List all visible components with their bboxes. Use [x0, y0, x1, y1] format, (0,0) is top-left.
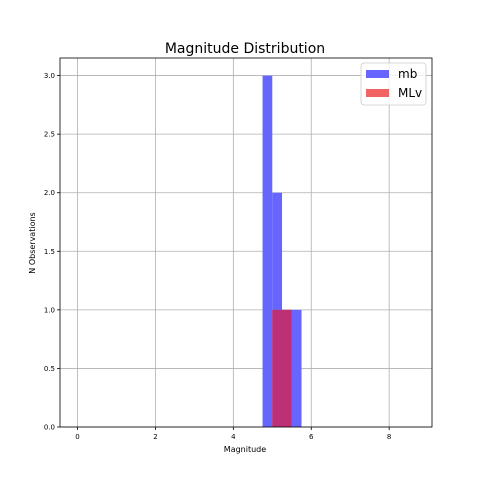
legend-label-mb: mb	[398, 67, 417, 81]
plot-frame	[59, 57, 433, 428]
y-tick-label: 2.0	[44, 189, 55, 197]
chart-title: Magnitude Distribution	[165, 41, 325, 57]
y-tick-label: 2.5	[44, 131, 55, 139]
y-tick-label: 1.0	[44, 306, 55, 314]
bars	[262, 75, 302, 428]
y-tick-label: 1.5	[44, 248, 55, 256]
y-tick-label: 0.0	[44, 424, 55, 432]
bar-mb-4.75	[262, 75, 273, 428]
x-axis-ticks: 0 2 4 6 8	[75, 427, 391, 441]
legend-swatch-mb	[366, 70, 389, 78]
grid-lines	[60, 58, 432, 428]
legend-swatch-mlv	[366, 89, 389, 97]
legend-label-mlv: MLv	[398, 86, 422, 100]
y-tick-label: 0.5	[44, 365, 55, 373]
x-tick-label: 4	[231, 433, 236, 441]
x-tick-label: 0	[75, 433, 79, 441]
x-tick-label: 2	[153, 433, 157, 441]
x-tick-label: 8	[387, 433, 391, 441]
bar-overlap-5	[272, 309, 283, 427]
x-axis-label: Magnitude	[224, 445, 266, 454]
legend: mb MLv	[360, 62, 427, 106]
bar-overlap-5.25	[282, 309, 292, 427]
x-tick-label: 6	[309, 433, 314, 441]
y-axis-ticks: 0.0 0.5 1.0 1.5 2.0 2.5 3.0	[44, 72, 60, 432]
y-axis-label: N Observations	[28, 212, 37, 273]
y-tick-label: 3.0	[44, 72, 55, 80]
bar-mb-5.5	[291, 309, 302, 427]
